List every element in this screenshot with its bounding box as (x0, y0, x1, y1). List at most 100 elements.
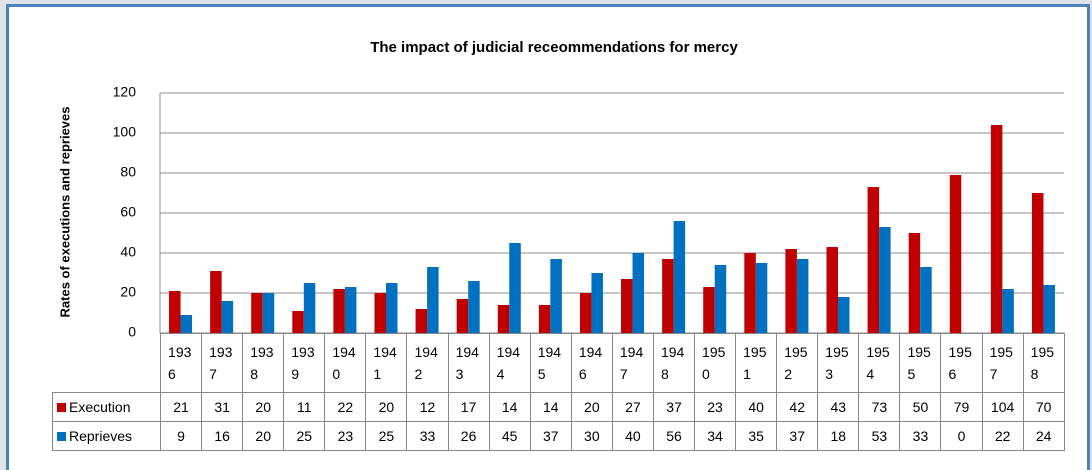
bar (879, 227, 891, 333)
bar (632, 253, 645, 333)
value-cell: 50 (899, 392, 942, 422)
value-cell: 25 (365, 421, 408, 451)
value-cell: 20 (242, 392, 285, 422)
category-cell: 1945 (529, 333, 572, 393)
category-label: 1947 (619, 344, 644, 382)
category-label: 1946 (578, 344, 603, 382)
legend-swatch (57, 403, 66, 412)
value-cell: 22 (324, 392, 367, 422)
legend-cell: Reprieves (52, 421, 161, 451)
value-cell: 20 (570, 392, 613, 422)
category-label: 1953 (825, 344, 849, 382)
value-cell: 11 (283, 392, 326, 422)
bar (920, 267, 932, 333)
value-cell: 0 (940, 421, 983, 451)
value-cell: 42 (776, 392, 819, 422)
value-cell: 27 (611, 392, 654, 422)
bar (251, 293, 263, 333)
category-cell: 1958 (1022, 333, 1065, 393)
category-label: 1952 (784, 344, 808, 382)
category-cell: 1948 (652, 333, 696, 393)
legend-label: Execution (69, 399, 131, 415)
series-row: Reprieves 9 16 20 25 23 25 33 26 45 37 30 40 56 34 35 37… (52, 421, 1065, 451)
category-cell: 1951 (735, 333, 778, 393)
bar (1043, 285, 1055, 333)
legend-label: Reprieves (69, 428, 133, 444)
bar (415, 309, 428, 333)
bar (714, 265, 727, 333)
value-cell: 26 (447, 421, 490, 451)
y-tick-label: 60 (120, 204, 136, 220)
y-tick-label: 0 (128, 324, 136, 340)
value-cell: 34 (694, 421, 737, 451)
category-cell: 1940 (324, 333, 367, 393)
value-cell: 40 (735, 392, 778, 422)
bar (744, 253, 756, 333)
category-cell: 1955 (899, 333, 942, 393)
category-cell: 1952 (776, 333, 819, 393)
bar (468, 281, 480, 333)
bar (703, 287, 715, 333)
y-tick-label: 40 (120, 244, 136, 260)
bar (386, 283, 398, 333)
category-label: 1948 (660, 344, 685, 382)
value-cell: 30 (570, 421, 613, 451)
category-cell: 1941 (365, 333, 408, 393)
value-cell: 12 (406, 392, 449, 422)
bar (755, 263, 768, 333)
bar (374, 293, 386, 333)
chart-title: The impact of judicial receommendations … (370, 39, 738, 56)
category-cell: 1939 (283, 333, 326, 393)
value-cell: 9 (159, 421, 203, 451)
value-cell: 73 (858, 392, 901, 422)
category-label: 1954 (866, 344, 890, 382)
category-cell: 1950 (694, 333, 737, 393)
category-cell: 1954 (858, 333, 901, 393)
bar (210, 271, 222, 333)
value-cell: 33 (406, 421, 449, 451)
category-cell: 1953 (817, 333, 860, 393)
category-label: 1940 (332, 344, 356, 382)
category-label: 1937 (209, 344, 233, 382)
value-cell: 25 (283, 421, 326, 451)
bar (662, 259, 674, 333)
category-label: 1956 (948, 344, 972, 382)
value-cell: 79 (940, 392, 983, 422)
category-cell: 1956 (940, 333, 983, 393)
bar (908, 233, 921, 333)
header-row: 1936 1937 1938 1939 1940 1941 1942 1943 1944 1945… (52, 333, 1065, 393)
category-cell: 1946 (570, 333, 613, 393)
y-axis-title: Rates of executions and reprieves (57, 107, 72, 318)
value-cell: 14 (488, 392, 531, 422)
value-cell: 21 (159, 392, 203, 422)
bar (221, 301, 234, 333)
category-label: 1939 (291, 344, 315, 382)
y-tick-label: 120 (113, 84, 137, 100)
value-cell: 20 (242, 421, 285, 451)
category-label: 1955 (907, 344, 931, 382)
data-table: 1936 1937 1938 1939 1940 1941 1942 1943 1944 1945… (52, 333, 1065, 451)
bar (796, 259, 809, 333)
category-cell: 1937 (201, 333, 244, 393)
bar (550, 259, 562, 333)
bar (826, 247, 838, 333)
bar (867, 187, 880, 333)
y-tick-label: 80 (120, 164, 136, 180)
value-cell: 23 (694, 392, 737, 422)
value-cell: 23 (324, 421, 367, 451)
value-cell: 22 (981, 421, 1024, 451)
value-cell: 20 (365, 392, 408, 422)
bar (292, 311, 304, 333)
category-label: 1958 (1030, 344, 1055, 382)
category-label: 1945 (537, 344, 562, 382)
category-cell: 1944 (488, 333, 531, 393)
value-cell: 16 (201, 421, 244, 451)
bar (456, 299, 469, 333)
bar (673, 221, 686, 333)
y-tick-label: 100 (113, 124, 137, 140)
value-cell: 35 (735, 421, 778, 451)
value-cell: 18 (817, 421, 860, 451)
category-label: 1951 (743, 344, 767, 382)
